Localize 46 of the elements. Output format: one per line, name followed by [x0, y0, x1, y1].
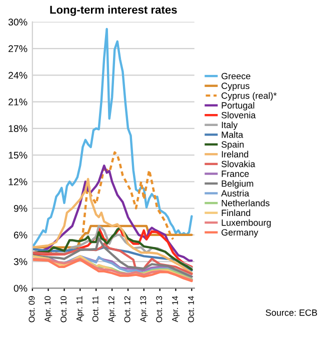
- y-tick-label: 30%: [8, 18, 28, 26]
- line-series: [32, 28, 193, 248]
- x-tick-label: Oct. 09: [28, 296, 35, 322]
- x-tick-label: Apr. 13: [140, 296, 148, 322]
- legend-label: Spain: [222, 141, 244, 150]
- line-series: [32, 237, 193, 278]
- x-tick-label: Apr. 12: [108, 296, 116, 322]
- x-tick-label: Apr. 10: [44, 296, 52, 322]
- line-series: [32, 224, 193, 248]
- legend-label: Cyprus (real)*: [222, 92, 277, 101]
- legend-label: Finland: [222, 209, 250, 216]
- x-tick-label: Oct. 13: [156, 296, 162, 322]
- legend-label: Belgium: [222, 180, 254, 189]
- line-series: [32, 151, 174, 254]
- legend-label: Italy: [222, 122, 238, 130]
- chart-title: Long-term interest rates: [50, 6, 177, 16]
- x-tick-label: Oct. 11: [92, 296, 98, 322]
- legend-label: Luxembourg: [222, 219, 271, 228]
- y-tick-label: 3%: [14, 258, 28, 266]
- legend-label: Greece: [222, 72, 250, 80]
- legend-label: Portugal: [222, 102, 254, 110]
- x-tick-label: Oct. 10: [60, 296, 66, 322]
- y-tick-label: 24%: [8, 72, 28, 79]
- source-note: Source: ECB: [266, 309, 318, 316]
- legend-label: France: [222, 170, 249, 177]
- legend-label: Ireland: [222, 150, 248, 158]
- y-tick-label: 0%: [14, 284, 28, 292]
- x-tick-label: Oct. 12: [124, 296, 130, 322]
- y-tick-label: 12%: [8, 178, 28, 186]
- legend-label: Germany: [222, 229, 258, 238]
- legend-label: Netherlands: [222, 200, 270, 206]
- legend-label: Cyprus: [222, 82, 250, 91]
- line-series: [32, 178, 193, 274]
- legend-label: Slovakia: [222, 160, 256, 168]
- y-tick-label: 6%: [14, 232, 28, 239]
- y-tick-label: 9%: [14, 205, 28, 212]
- legend-label: Slovenia: [222, 112, 256, 118]
- x-tick-label: Oct. 14: [188, 296, 194, 322]
- legend-label: Malta: [222, 131, 244, 138]
- legend-label: Austria: [221, 190, 250, 197]
- y-tick-label: 21%: [8, 98, 28, 106]
- y-tick-label: 18%: [8, 125, 28, 132]
- x-tick-label: Apr. 14: [172, 296, 180, 322]
- x-tick-label: Apr. 11: [76, 296, 84, 322]
- y-tick-label: 27%: [8, 45, 28, 52]
- y-tick-label: 15%: [8, 152, 28, 159]
